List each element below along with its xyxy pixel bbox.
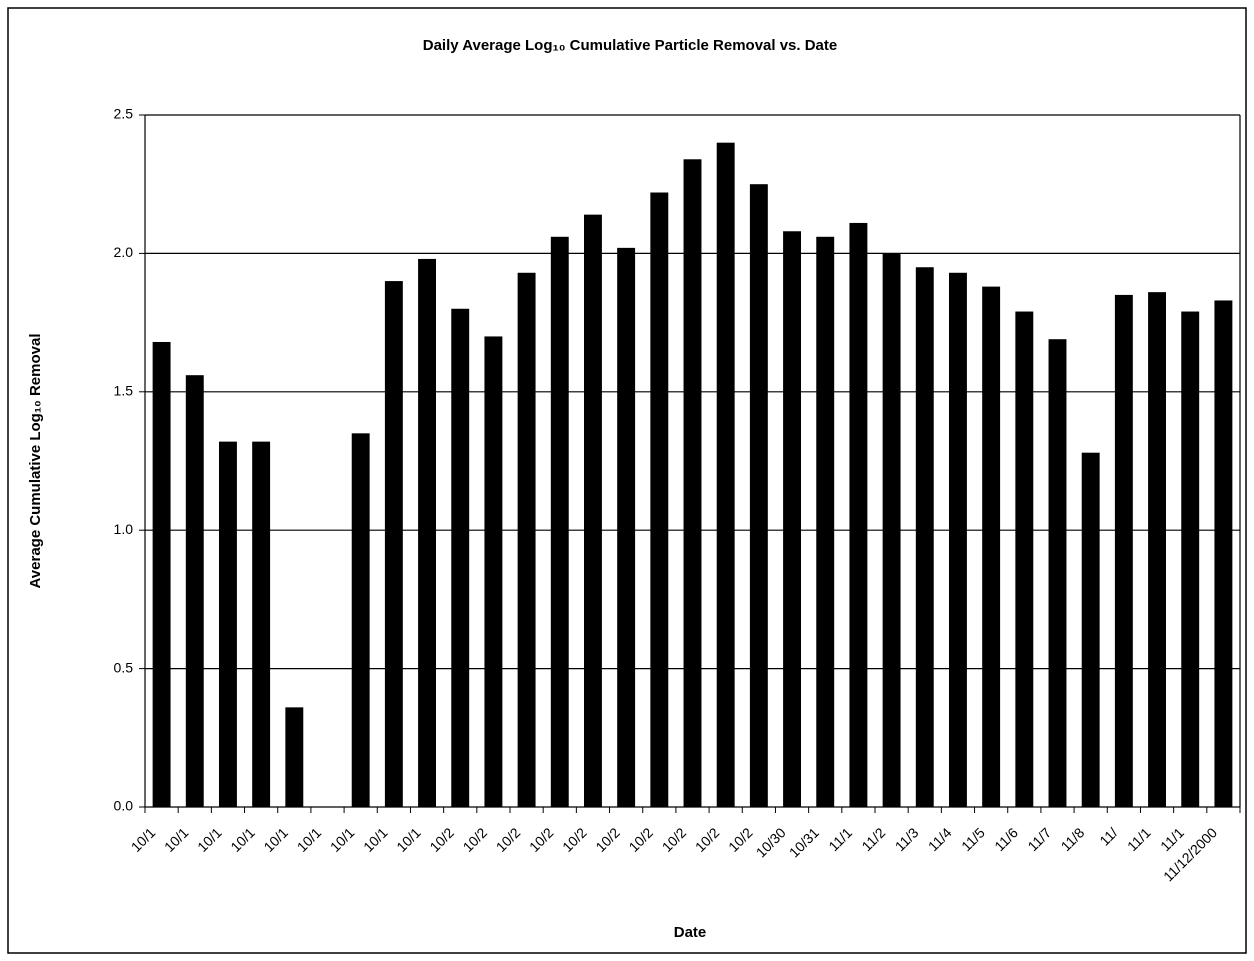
bar xyxy=(252,441,271,807)
bar xyxy=(882,253,901,807)
x-tick-label: 10/1 xyxy=(227,824,258,855)
bar xyxy=(650,192,669,807)
bar xyxy=(418,258,437,807)
bar xyxy=(583,214,602,807)
x-tick-label: 10/1 xyxy=(393,824,424,855)
y-axis-title: Average Cumulative Log₁₀ Removal xyxy=(27,334,44,589)
bar xyxy=(948,272,967,807)
x-tick-label: 11/5 xyxy=(958,824,988,854)
x-tick-label: 10/1 xyxy=(260,824,291,855)
x-tick-label: 10/2 xyxy=(592,824,623,855)
x-tick-label: 10/2 xyxy=(625,824,656,855)
x-tick-label: 10/2 xyxy=(659,824,690,855)
x-tick-label: 10/1 xyxy=(194,824,225,855)
x-tick-label: 11/3 xyxy=(892,824,922,854)
x-tick-label: 11/6 xyxy=(991,824,1021,854)
bar xyxy=(484,336,503,807)
y-tick-label: 0.0 xyxy=(114,798,134,814)
x-tick-label: 11/8 xyxy=(1058,824,1088,854)
bar xyxy=(550,236,569,808)
bar xyxy=(816,236,835,808)
bar xyxy=(617,247,636,807)
x-tick-label: 10/2 xyxy=(692,824,723,855)
x-tick-label: 10/2 xyxy=(559,824,590,855)
bar xyxy=(982,286,1001,808)
x-tick-label: 10/2 xyxy=(493,824,524,855)
bar xyxy=(1048,339,1067,807)
bar xyxy=(915,267,934,807)
bar xyxy=(451,308,470,807)
x-tick-label: 10/2 xyxy=(426,824,457,855)
x-tick-label: 11/ xyxy=(1096,824,1120,848)
x-tick-label: 10/2 xyxy=(526,824,557,855)
bar xyxy=(285,707,304,807)
x-tick-label: 10/31 xyxy=(786,824,822,860)
x-tick-label: 10/1 xyxy=(161,824,192,855)
y-tick-label: 2.0 xyxy=(114,244,134,260)
bar xyxy=(1081,452,1100,807)
y-tick-label: 2.5 xyxy=(114,106,134,122)
x-tick-label: 10/2 xyxy=(725,824,756,855)
bar xyxy=(783,231,802,808)
bar xyxy=(351,433,370,807)
chart-border xyxy=(7,7,1247,954)
bar xyxy=(1214,300,1233,807)
x-tick-label: 11/4 xyxy=(925,824,955,854)
y-tick-label: 1.5 xyxy=(114,383,134,399)
bar xyxy=(152,341,171,807)
y-tick-label: 1.0 xyxy=(114,521,134,537)
bar xyxy=(185,375,204,807)
x-tick-label: 11/1 xyxy=(825,824,855,854)
bar xyxy=(1181,311,1200,807)
bar xyxy=(218,441,237,807)
x-tick-label: 11/2 xyxy=(858,824,888,854)
x-axis-title: Date xyxy=(674,924,707,941)
bar xyxy=(517,272,536,807)
bar xyxy=(749,184,768,807)
x-tick-label: 11/1 xyxy=(1124,824,1154,854)
x-tick-label: 11/7 xyxy=(1024,824,1054,854)
bar xyxy=(849,222,868,807)
bar xyxy=(1015,311,1034,807)
x-tick-label: 10/2 xyxy=(460,824,491,855)
x-tick-label: 10/30 xyxy=(753,824,789,860)
x-tick-label: 10/1 xyxy=(128,824,159,855)
x-tick-label: 10/1 xyxy=(327,824,358,855)
bar xyxy=(1114,294,1133,807)
bar xyxy=(384,281,403,808)
y-tick-label: 0.5 xyxy=(114,659,134,675)
chart-title: Daily Average Log₁₀ Cumulative Particle … xyxy=(423,37,838,54)
bar xyxy=(716,142,735,807)
bar xyxy=(1148,292,1167,808)
x-tick-label: 10/1 xyxy=(294,824,325,855)
x-tick-label: 10/1 xyxy=(360,824,391,855)
bar xyxy=(683,159,702,808)
